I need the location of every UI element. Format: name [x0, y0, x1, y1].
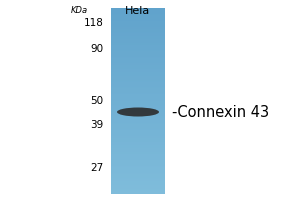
Text: 27: 27: [90, 163, 104, 173]
Text: 39: 39: [90, 120, 104, 130]
Text: Hela: Hela: [125, 6, 151, 16]
Text: -Connexin 43: -Connexin 43: [172, 105, 270, 120]
Text: 118: 118: [84, 18, 103, 28]
Text: 50: 50: [90, 96, 104, 106]
Text: 90: 90: [90, 44, 104, 54]
Ellipse shape: [117, 108, 159, 116]
Text: KDa: KDa: [71, 6, 88, 15]
